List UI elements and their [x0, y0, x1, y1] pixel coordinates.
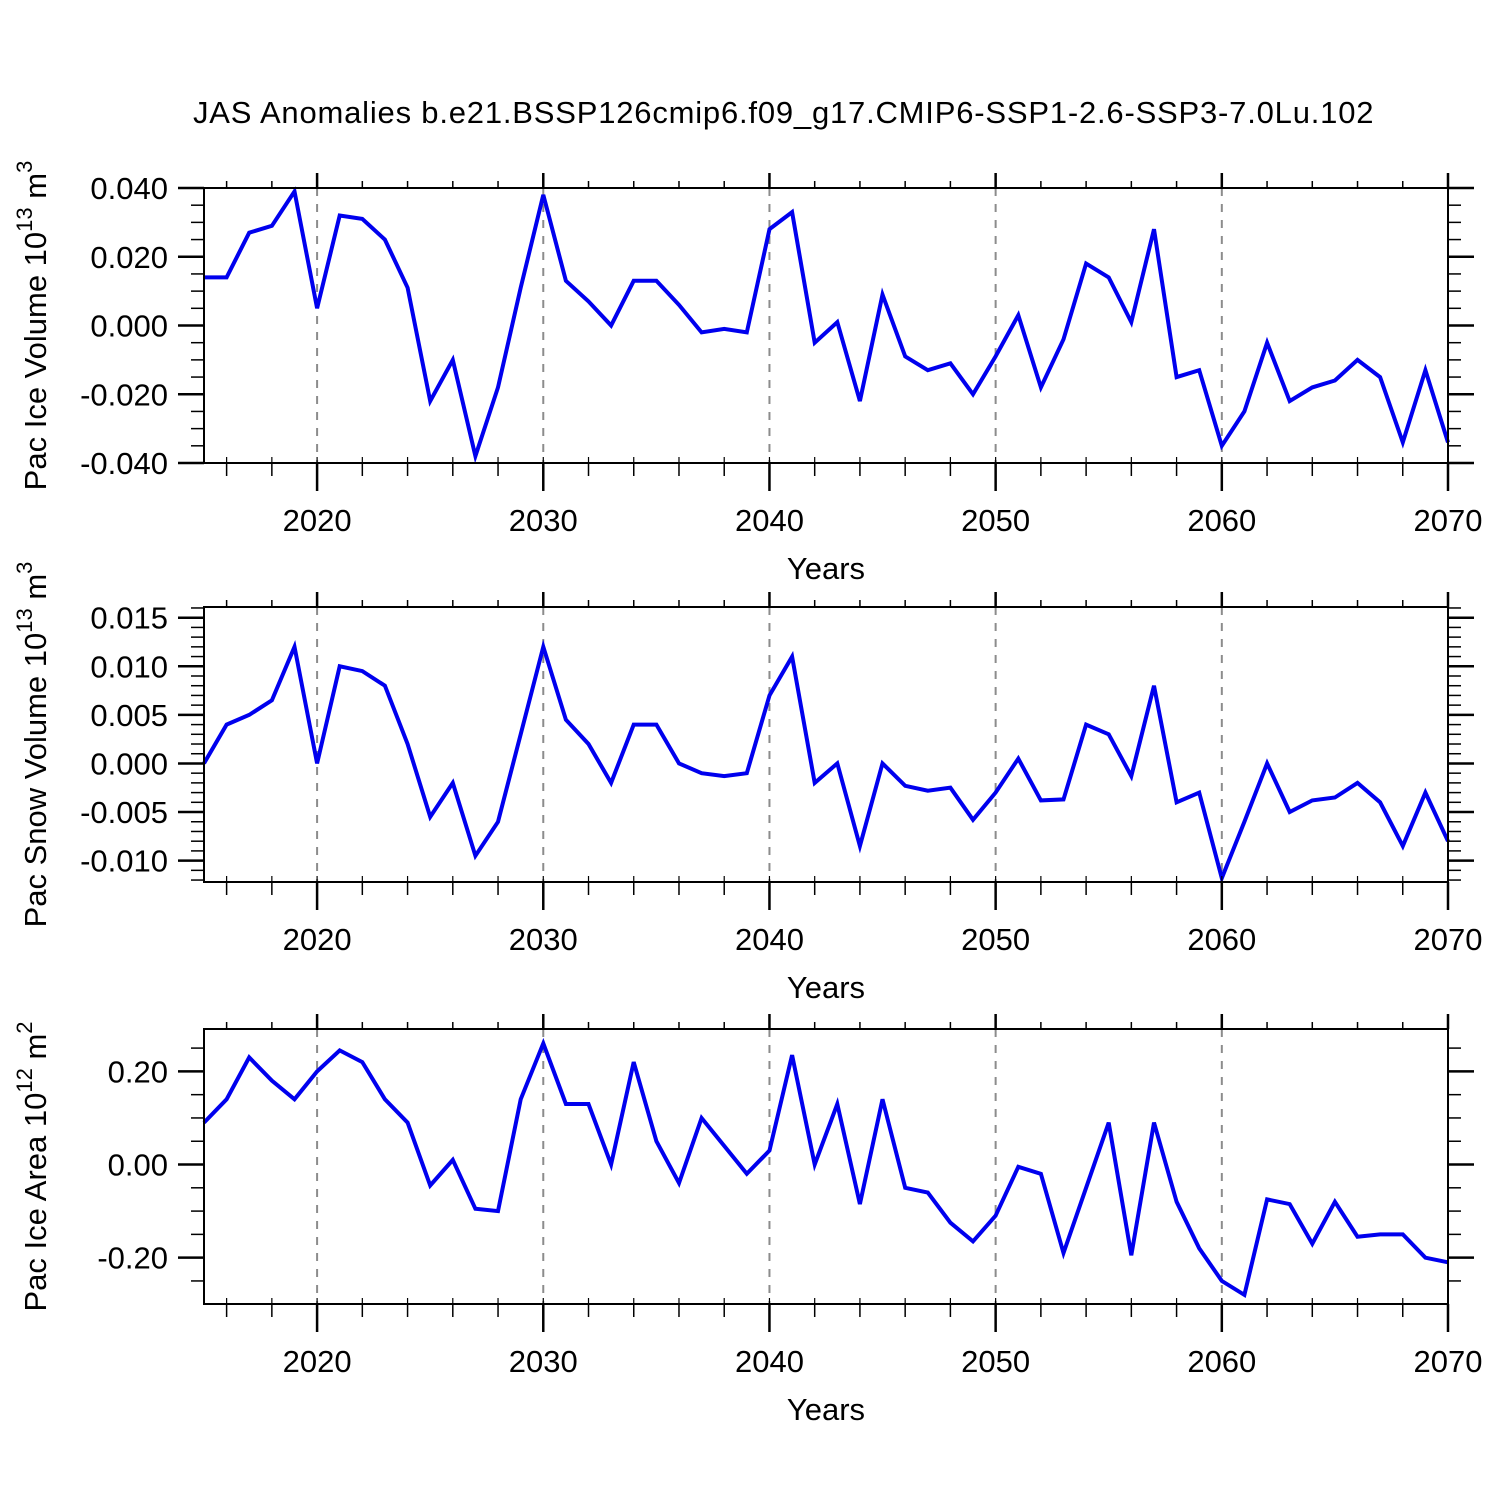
- y-axis-title: Pac Snow Volume 1013 m3: [12, 562, 53, 928]
- y-axis: 0.040 0.020 0.000 -0.020 -0.040: [80, 171, 1474, 481]
- y-axis-title-superscript: 2: [12, 1021, 37, 1033]
- y-axis: 0.015 0.010 0.005 0.000 -0.005 -0.010: [80, 601, 1474, 881]
- y-axis-title: Pac Ice Area 1012 m2: [12, 1021, 53, 1311]
- y-tick-label: 0.040: [90, 171, 168, 206]
- x-tick-label: 2050: [961, 1344, 1030, 1379]
- x-tick-label: 2050: [961, 922, 1030, 957]
- y-tick-label: -0.020: [80, 377, 168, 412]
- y-axis-title-text: Pac Ice Area 10: [18, 1093, 53, 1312]
- plot-frame: [203, 187, 1449, 464]
- x-axis-title: Years: [787, 1392, 865, 1427]
- x-tick-label: 2070: [1414, 503, 1483, 538]
- y-tick-label: 0.20: [108, 1054, 168, 1089]
- x-tick-label: 2070: [1414, 1344, 1483, 1379]
- y-axis-title-superscript: 13: [12, 207, 37, 231]
- x-tick-label: 2030: [509, 922, 578, 957]
- x-tick-label: 2060: [1187, 922, 1256, 957]
- panel-pac-ice-volume: 2020 2030 2040 2050 2060 2070Years0.0400.0200…: [12, 161, 1482, 586]
- y-tick-label: -0.20: [97, 1241, 168, 1276]
- panel-pac-snow-volume: 2020 2030 2040 2050 2060 2070Years0.0150.0100…: [12, 562, 1482, 1005]
- y-tick-label: 0.015: [90, 601, 168, 636]
- y-tick-label: 0.005: [90, 698, 168, 733]
- y-tick-label: 0.000: [90, 309, 168, 344]
- y-axis-title-text: Pac Snow Volume 10: [18, 633, 53, 928]
- x-tick-label: 2020: [283, 503, 352, 538]
- x-axis: 2020 2030 2040 2050 2060 2070: [225, 592, 1483, 957]
- x-tick-label: 2040: [735, 503, 804, 538]
- y-axis-title-text: m: [18, 574, 53, 608]
- series-line-pac-ice-volume: [204, 186, 1450, 464]
- decade-gridlines: [316, 607, 1223, 882]
- x-tick-label: 2050: [961, 503, 1030, 538]
- x-tick-label: 2020: [283, 1344, 352, 1379]
- y-tick-label: 0.020: [90, 240, 168, 275]
- y-axis-title-superscript: 12: [12, 1068, 37, 1092]
- x-axis: 2020 2030 2040 2050 2060 2070: [225, 173, 1483, 538]
- x-tick-label: 2070: [1414, 922, 1483, 957]
- y-axis-title: Pac Ice Volume 1013 m3: [12, 161, 53, 491]
- y-axis-title-superscript: 13: [12, 608, 37, 632]
- decade-gridlines: [316, 1029, 1223, 1304]
- x-tick-label: 2060: [1187, 1344, 1256, 1379]
- x-tick-label: 2030: [509, 503, 578, 538]
- decade-gridlines: [316, 188, 1223, 463]
- y-axis-title-superscript: 3: [12, 161, 37, 173]
- plot-frame: [203, 606, 1449, 883]
- x-tick-label: 2020: [283, 922, 352, 957]
- y-axis-title-text: m: [18, 1034, 53, 1068]
- y-axis-title-text: Pac Ice Volume 10: [18, 232, 53, 491]
- y-tick-label: -0.005: [80, 795, 168, 830]
- x-axis-title: Years: [787, 970, 865, 1005]
- x-axis-title: Years: [787, 551, 865, 586]
- x-axis: 2020 2030 2040 2050 2060 2070: [225, 1014, 1483, 1379]
- y-tick-label: -0.040: [80, 446, 168, 481]
- x-tick-label: 2040: [735, 1344, 804, 1379]
- y-tick-label: 0.00: [108, 1148, 168, 1183]
- x-tick-label: 2060: [1187, 503, 1256, 538]
- y-axis-title-superscript: 3: [12, 562, 37, 574]
- y-tick-label: 0.000: [90, 746, 168, 781]
- series-line-pac-snow-volume: [202, 639, 1450, 885]
- panel-pac-ice-area: 2020 2030 2040 2050 2060 2070 Years 0.20 0.00 -0.…: [12, 1014, 1482, 1427]
- y-tick-label: -0.010: [80, 844, 168, 879]
- x-tick-label: 2040: [735, 922, 804, 957]
- series-line-pac-ice-area: [202, 1037, 1449, 1299]
- figure-title: JAS Anomalies b.e21.BSSP126cmip6.f09_g17…: [193, 95, 1374, 130]
- y-axis-title-text: m: [18, 173, 53, 207]
- y-axis: 0.20 0.00 -0.20: [97, 1047, 1474, 1282]
- y-tick-label: 0.010: [90, 649, 168, 684]
- plot-frame: [203, 1028, 1449, 1305]
- x-tick-label: 2030: [509, 1344, 578, 1379]
